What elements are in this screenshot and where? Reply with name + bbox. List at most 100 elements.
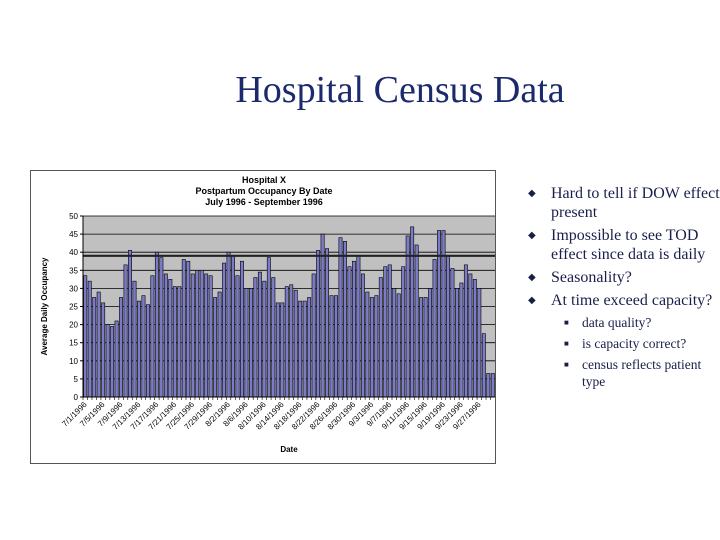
bar: [468, 273, 473, 398]
bullet-text: Hard to tell if DOW effect present: [551, 185, 720, 221]
bar: [217, 291, 222, 398]
bar: [374, 295, 379, 398]
y-tick-label: 10: [69, 357, 78, 366]
chart-title-line: Postpartum Occupancy By Date: [195, 186, 332, 196]
bar: [190, 273, 195, 398]
y-tick-label: 45: [69, 230, 78, 239]
sub-bullet-text: data quality?: [582, 315, 652, 330]
bar: [481, 333, 486, 398]
bar: [454, 288, 459, 398]
y-tick-label: 35: [69, 266, 78, 275]
bar: [222, 262, 227, 398]
bullet-item: ◆ Seasonality?: [524, 268, 720, 287]
bar: [248, 288, 253, 398]
bar: [275, 302, 280, 398]
bar: [329, 295, 334, 398]
y-tick-label: 50: [69, 212, 78, 221]
bullet-item: ◆ At time exceed capacity?: [524, 291, 720, 310]
bar: [432, 259, 437, 398]
bar: [271, 277, 276, 398]
bar: [163, 273, 168, 398]
bar: [383, 266, 388, 398]
y-tick-label: 20: [69, 321, 78, 330]
bar: [244, 288, 249, 398]
bar: [137, 300, 141, 398]
y-tick-label: 30: [69, 284, 78, 293]
diamond-bullet-icon: ◆: [528, 272, 536, 283]
bar: [307, 297, 312, 398]
diamond-bullet-icon: ◆: [528, 230, 536, 241]
bar: [347, 266, 352, 398]
bar: [293, 289, 298, 398]
bar: [392, 288, 397, 398]
bar: [450, 268, 455, 398]
diamond-bullet-icon: ◆: [528, 188, 536, 199]
bar: [114, 320, 119, 398]
y-tick-label: 25: [69, 303, 78, 312]
bar: [490, 373, 495, 398]
square-bullet-icon: ■: [564, 318, 569, 327]
bar: [410, 226, 415, 398]
bar: [405, 235, 410, 398]
bar: [280, 302, 285, 398]
bar: [365, 291, 370, 398]
bar: [92, 297, 97, 398]
bar: [459, 282, 464, 398]
bar: [87, 280, 92, 398]
bar: [96, 291, 101, 398]
bar: [145, 304, 150, 398]
bullet-item: ◆ Impossible to see TOD effect since data…: [524, 226, 720, 264]
bar: [351, 260, 356, 398]
bar: [266, 257, 271, 398]
bar: [343, 241, 347, 398]
bar: [208, 275, 213, 398]
bar: [316, 250, 321, 398]
bullet-list: ◆ Hard to tell if DOW effect present ◆ Impo…: [524, 184, 720, 394]
chart-container: Hospital X Postpartum Occupancy By Date Ju…: [30, 170, 496, 464]
bar: [101, 302, 106, 398]
bar: [414, 244, 419, 398]
bar: [110, 326, 115, 398]
bar: [369, 297, 374, 398]
bar: [213, 297, 218, 398]
sub-bullet-item: ■ is capacity correct?: [524, 335, 720, 352]
square-bullet-icon: ■: [564, 360, 569, 369]
bar: [235, 275, 240, 398]
bar: [105, 324, 110, 398]
bar: [428, 288, 433, 398]
bar: [154, 251, 159, 398]
bar: [320, 233, 325, 398]
bar: [486, 373, 491, 398]
bar: [298, 300, 303, 398]
sub-bullet-text: census reflects patient type: [582, 357, 702, 389]
bar: [311, 273, 316, 398]
bar: [253, 277, 258, 398]
bar: [463, 264, 468, 398]
bar: [150, 275, 155, 398]
bar: [325, 248, 330, 398]
bar: [83, 275, 88, 398]
bar: [226, 251, 231, 398]
bar: [172, 286, 177, 398]
bar: [195, 270, 200, 398]
bar: [334, 295, 338, 398]
y-tick-label: 15: [69, 339, 78, 348]
bar: [446, 255, 450, 398]
bar: [284, 286, 289, 398]
bar: [360, 273, 365, 398]
bar: [378, 277, 383, 398]
bar: [204, 273, 209, 398]
y-tick-label: 0: [74, 393, 79, 402]
bar: [338, 237, 343, 398]
bar: [289, 284, 294, 398]
slide-title: Hospital Census Data: [235, 69, 565, 111]
bar: [419, 297, 424, 398]
bullet-text: Seasonality?: [551, 269, 632, 286]
bar: [472, 279, 477, 398]
sub-bullet-item: ■ census reflects patient type: [524, 356, 720, 390]
bar: [128, 250, 132, 398]
bar: [177, 286, 182, 398]
sub-bullet-item: ■ data quality?: [524, 314, 720, 331]
y-tick-label: 5: [74, 375, 79, 384]
